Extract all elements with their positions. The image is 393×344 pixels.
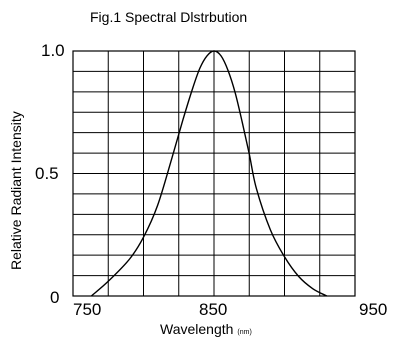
x-axis-unit: (nm) — [237, 329, 251, 336]
curve-layer — [90, 50, 328, 297]
x-tick-label-left: 750 — [73, 300, 101, 319]
x-axis-label: Wavelength (nm) — [160, 321, 252, 337]
y-tick-label-top: 1.0 — [41, 41, 65, 60]
x-tick-label-right: 950 — [359, 300, 387, 319]
x-tick-label-mid: 850 — [199, 300, 227, 319]
y-tick-label-mid: 0.5 — [35, 164, 59, 183]
y-axis-label: Relative Radiant Intensity — [8, 111, 24, 270]
chart-grid — [73, 51, 355, 296]
x-axis-title: Wavelength — [160, 321, 233, 337]
y-tick-label-bottom: 0 — [50, 288, 59, 307]
chart-title: Fig.1 Spectral Dlstrbution — [90, 9, 247, 25]
spectral-curve — [90, 50, 328, 297]
